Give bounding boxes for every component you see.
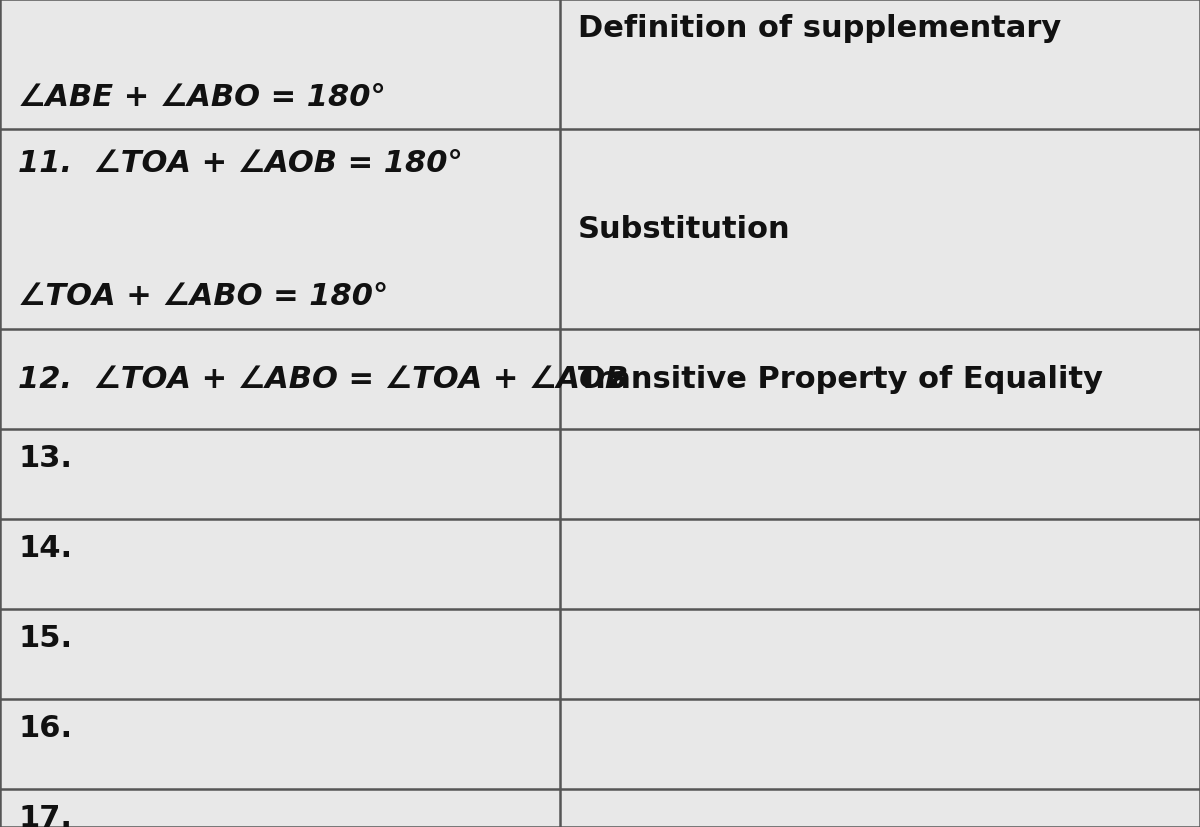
Text: 14.: 14. [18, 533, 72, 562]
Text: 16.: 16. [18, 713, 72, 742]
Text: 12.  ∠TOA + ∠ABO = ∠TOA + ∠AOB: 12. ∠TOA + ∠ABO = ∠TOA + ∠AOB [18, 365, 629, 394]
Text: Definition of supplementary: Definition of supplementary [578, 14, 1061, 43]
Text: 15.: 15. [18, 624, 72, 653]
Text: ∠TOA + ∠ABO = 180°: ∠TOA + ∠ABO = 180° [18, 282, 389, 311]
Text: Substitution: Substitution [578, 215, 791, 244]
Text: 17.: 17. [18, 803, 72, 827]
Text: 13.: 13. [18, 443, 72, 472]
Text: ∠ABE + ∠ABO = 180°: ∠ABE + ∠ABO = 180° [18, 83, 385, 112]
Text: 11.  ∠TOA + ∠AOB = 180°: 11. ∠TOA + ∠AOB = 180° [18, 149, 463, 178]
Text: Transitive Property of Equality: Transitive Property of Equality [578, 365, 1103, 394]
